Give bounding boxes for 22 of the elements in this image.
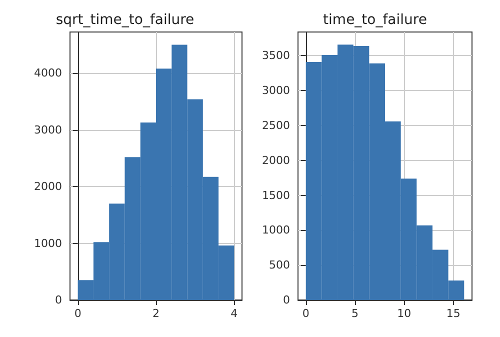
x-tick-label: 4: [230, 307, 238, 320]
y-tick-label: 2000: [262, 154, 290, 167]
x-tick-label: 10: [397, 307, 412, 320]
y-tick-label: 1000: [262, 224, 290, 237]
y-tick-label: 2500: [262, 119, 290, 132]
y-tick-label: 1500: [262, 188, 290, 202]
x-tick-label: 0: [74, 307, 82, 320]
y-tick-label: 3500: [262, 49, 290, 62]
y-tick-label: 3000: [262, 84, 290, 98]
y-tick-label: 0: [283, 294, 290, 306]
x-tick-label: 2: [152, 307, 160, 320]
x-tick-label: 5: [352, 307, 359, 320]
chart-title: time_to_failure: [323, 12, 427, 28]
y-tick-label: 500: [269, 258, 290, 272]
x-tick-label: 15: [446, 307, 460, 320]
chart-title: sqrt_time_to_failure: [56, 12, 194, 28]
y-tick-label: 2000: [34, 180, 62, 194]
x-tick-label: 0: [302, 307, 310, 320]
y-tick-label: 3000: [34, 123, 62, 136]
y-tick-label: 1000: [34, 236, 62, 250]
y-tick-label: 4000: [34, 66, 62, 80]
y-tick-label: 0: [55, 294, 62, 306]
